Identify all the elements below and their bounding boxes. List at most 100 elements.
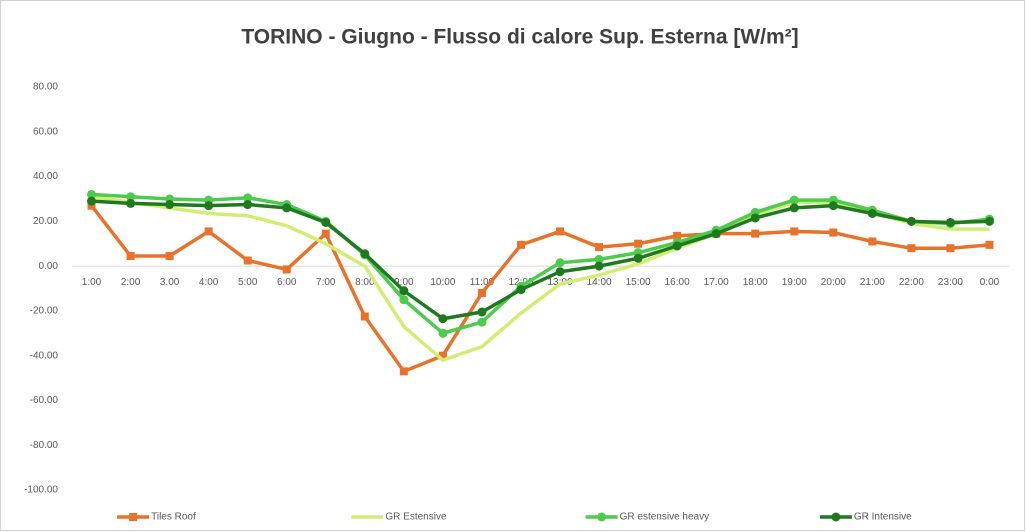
x-tick-label: 6:00: [277, 277, 297, 288]
data-point: [204, 201, 214, 211]
data-point: [282, 203, 292, 213]
y-tick-label: 40.00: [33, 171, 58, 182]
legend-marker: [597, 512, 607, 522]
series-line: [91, 199, 990, 321]
data-point: [906, 216, 916, 226]
data-point: [360, 312, 369, 321]
x-tick-label: 22:00: [899, 277, 924, 288]
y-tick-label: 80.00: [33, 82, 58, 93]
data-point: [555, 258, 565, 268]
y-tick-label: 60.00: [33, 126, 58, 137]
data-point: [87, 189, 97, 199]
data-point: [907, 244, 916, 253]
data-point: [165, 200, 175, 210]
x-tick-label: 3.00: [160, 277, 180, 288]
x-tick-label: 18:00: [743, 277, 768, 288]
data-point: [321, 229, 330, 238]
data-point: [711, 229, 721, 239]
legend-label: GR Intensive: [854, 512, 912, 523]
data-point: [204, 227, 213, 236]
data-point: [867, 208, 877, 218]
data-point: [126, 192, 136, 202]
x-tick-label: 20:00: [821, 277, 846, 288]
data-point: [790, 227, 799, 236]
data-point: [126, 198, 136, 208]
data-point: [594, 254, 604, 264]
x-tick-label: 21:00: [860, 277, 885, 288]
data-point: [829, 228, 838, 237]
data-point: [789, 195, 799, 205]
x-tick-label: 14:00: [587, 277, 612, 288]
y-tick-label: -20.00: [30, 306, 59, 317]
legend-label: GR Estensive: [385, 512, 447, 523]
data-point: [868, 237, 877, 246]
series-line: [91, 194, 990, 362]
data-point: [477, 288, 486, 297]
data-point: [399, 367, 408, 376]
x-tick-label: 1:00: [82, 277, 102, 288]
data-point: [985, 240, 994, 249]
data-point: [594, 261, 604, 271]
data-point: [477, 307, 487, 317]
data-point: [243, 256, 252, 265]
data-point: [438, 351, 447, 360]
data-point: [516, 285, 526, 295]
data-point: [945, 217, 955, 227]
x-tick-label: 23:00: [938, 277, 963, 288]
x-tick-label: 16:00: [665, 277, 690, 288]
x-tick-label: 9:00: [394, 277, 414, 288]
data-point: [672, 241, 682, 251]
x-tick-label: 8:00: [355, 277, 375, 288]
data-point: [946, 244, 955, 253]
x-tick-label: 7:00: [316, 277, 336, 288]
data-point: [633, 253, 643, 263]
data-point: [243, 193, 253, 203]
data-point: [126, 252, 135, 261]
y-tick-label: -40.00: [30, 350, 59, 361]
legend-marker: [831, 512, 841, 522]
chart-title: TORINO - Giugno - Flusso di calore Sup. …: [241, 26, 798, 49]
data-point: [828, 201, 838, 211]
x-tick-label: 4:00: [199, 277, 219, 288]
data-point: [556, 227, 565, 236]
series-line: [91, 192, 990, 336]
data-point: [595, 243, 604, 252]
data-point: [360, 249, 370, 259]
data-point: [321, 217, 331, 227]
data-point: [243, 200, 253, 210]
data-point: [750, 213, 760, 223]
data-point: [399, 286, 409, 296]
y-tick-label: -60.00: [30, 395, 59, 406]
legend-marker: [129, 513, 138, 521]
data-point: [399, 295, 409, 305]
data-point: [634, 239, 643, 248]
data-point: [789, 203, 799, 213]
series-line: [90, 204, 990, 374]
x-tick-label: 0:00: [980, 277, 1000, 288]
x-tick-label: 17.00: [704, 277, 729, 288]
data-point: [984, 216, 994, 226]
data-point: [87, 196, 97, 206]
y-tick-label: 0.00: [39, 261, 59, 272]
legend-label: Tiles Roof: [151, 512, 196, 523]
y-tick-label: -100.00: [24, 485, 58, 496]
data-point: [282, 265, 291, 274]
y-tick-label: -80.00: [30, 440, 59, 451]
x-tick-label: 5:00: [238, 277, 258, 288]
data-point: [438, 314, 448, 324]
x-tick-label: 15:00: [626, 277, 651, 288]
legend-label: GR estensive heavy: [620, 512, 710, 523]
data-point: [673, 231, 682, 240]
x-tick-label: 10:00: [430, 277, 455, 288]
data-point: [477, 317, 487, 327]
data-point: [555, 267, 565, 277]
x-tick-label: 2:00: [121, 277, 141, 288]
data-point: [516, 240, 525, 249]
x-tick-label: 19:00: [782, 277, 807, 288]
x-tick-label: 11:00: [470, 277, 495, 288]
data-point: [165, 252, 174, 261]
y-tick-label: 20.00: [33, 216, 58, 227]
data-point: [438, 328, 448, 338]
